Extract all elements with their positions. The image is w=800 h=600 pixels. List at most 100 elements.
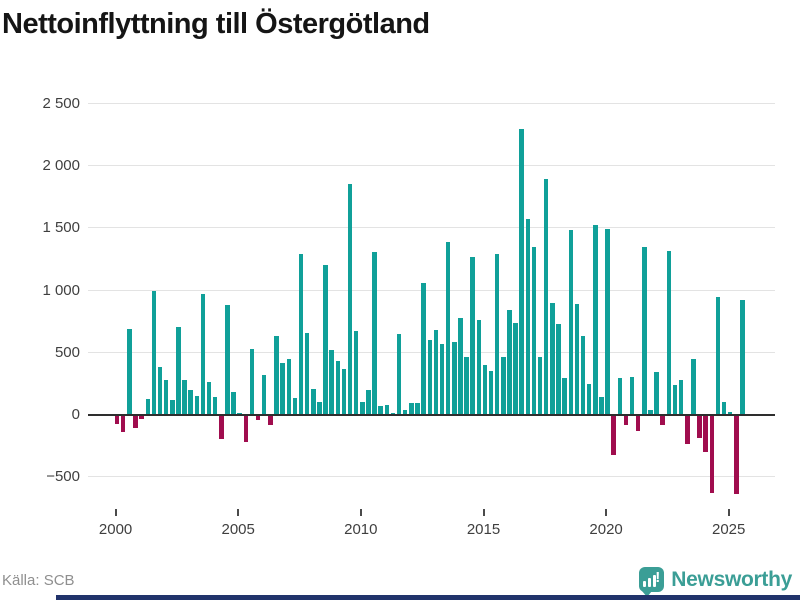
- bar: [635, 416, 641, 431]
- bar: [666, 251, 672, 414]
- bottom-brand-strip: [56, 595, 800, 600]
- bar: [421, 282, 426, 414]
- bar: [672, 384, 678, 414]
- x-axis-tick: [237, 509, 240, 516]
- gridline: [88, 227, 775, 228]
- x-axis-tick: [114, 509, 117, 516]
- y-axis-label: 2 000: [42, 157, 80, 174]
- bar: [660, 416, 665, 426]
- x-axis-label: 2000: [98, 521, 133, 538]
- x-axis-tick: [359, 509, 362, 516]
- bar: [360, 402, 365, 414]
- gridline: [88, 103, 775, 104]
- bar: [452, 342, 457, 414]
- bar: [427, 340, 433, 414]
- bar: [292, 398, 298, 414]
- bar: [120, 416, 126, 433]
- y-axis-label: 1 000: [42, 282, 80, 299]
- bar: [237, 412, 242, 414]
- bar: [678, 379, 684, 414]
- exclamation-icon: !: [655, 569, 661, 586]
- bar: [219, 416, 224, 439]
- bar: [580, 336, 586, 414]
- bar: [715, 297, 721, 414]
- brand-logo: ! Newsworthy: [639, 567, 792, 597]
- bar: [311, 389, 316, 414]
- pin-tail: [642, 591, 653, 597]
- bar: [200, 293, 206, 414]
- gridline: [88, 290, 775, 291]
- bar: [335, 361, 341, 414]
- bar: [286, 358, 292, 414]
- bar: [268, 416, 273, 425]
- bar: [329, 349, 334, 414]
- bar: [623, 416, 629, 425]
- bar: [513, 323, 518, 414]
- bar: [501, 357, 506, 414]
- bar: [654, 371, 659, 414]
- x-axis-tick: [727, 509, 730, 516]
- x-axis-tick: [482, 509, 485, 516]
- bar: [231, 391, 236, 414]
- bar: [433, 330, 439, 414]
- bar: [556, 324, 561, 414]
- gridline: [88, 476, 775, 477]
- bar: [366, 389, 371, 414]
- bar: [507, 310, 512, 414]
- y-axis-label: 2 500: [42, 95, 80, 112]
- bar: [378, 405, 383, 414]
- bar: [445, 241, 451, 414]
- zero-line: [88, 414, 775, 416]
- bar: [225, 305, 230, 414]
- bar: [176, 326, 181, 414]
- bar: [629, 376, 635, 414]
- x-axis-label: 2015: [466, 521, 501, 538]
- bar: [586, 384, 592, 414]
- bar: [703, 416, 708, 453]
- bar: [611, 416, 616, 455]
- bar: [476, 320, 482, 414]
- bar: [323, 264, 328, 414]
- bar: [415, 403, 420, 414]
- bar: [145, 399, 151, 414]
- bar: [574, 303, 580, 414]
- bar: [157, 367, 163, 414]
- bar: [740, 300, 745, 414]
- bar: [685, 416, 690, 444]
- bar: [727, 411, 733, 414]
- bar: [543, 179, 549, 414]
- bar: [691, 359, 696, 414]
- mini-bars-icon: [643, 575, 657, 587]
- bar: [163, 379, 169, 414]
- bar: [642, 246, 647, 414]
- bar: [648, 410, 653, 414]
- bar: [488, 371, 494, 414]
- bar: [261, 375, 267, 414]
- bar: [317, 402, 322, 414]
- bar: [721, 401, 727, 414]
- bar: [194, 396, 200, 414]
- bar: [617, 377, 623, 414]
- bar: [280, 363, 285, 414]
- bar: [298, 253, 304, 414]
- bar: [341, 368, 347, 414]
- x-axis-label: 2020: [589, 521, 623, 538]
- bar: [151, 291, 157, 414]
- bar: [464, 357, 469, 414]
- y-axis-label: 500: [54, 344, 80, 361]
- bar: [537, 357, 543, 414]
- bar: [409, 402, 414, 414]
- bar: [599, 396, 604, 414]
- bar: [114, 416, 120, 424]
- x-axis-tick: [605, 509, 608, 516]
- bar: [439, 344, 445, 414]
- x-axis-label: 2010: [344, 521, 378, 538]
- bar: [182, 380, 187, 414]
- bar: [734, 416, 739, 495]
- bar: [243, 416, 249, 443]
- bar: [274, 336, 279, 414]
- newsworthy-pin-icon: !: [639, 567, 665, 597]
- gridline: [88, 165, 775, 166]
- bar: [458, 318, 463, 414]
- y-axis-label: −500: [46, 468, 80, 485]
